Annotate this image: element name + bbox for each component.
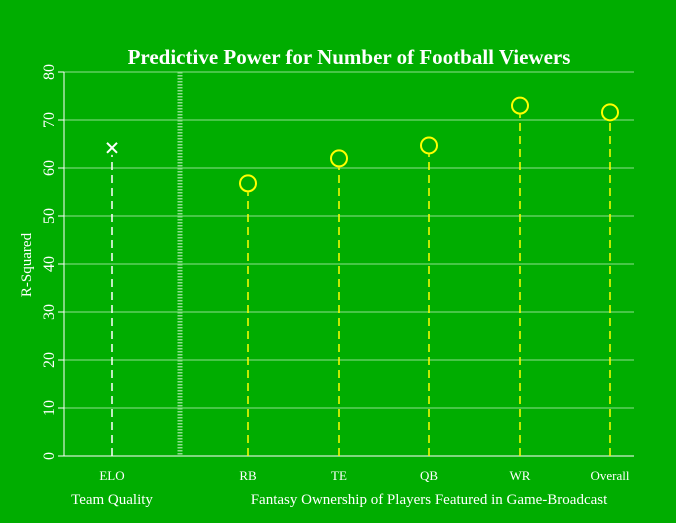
- x-tick-label-rb: RB: [239, 468, 257, 483]
- y-tick-label-20: 20: [41, 352, 58, 368]
- y-tick-label-40: 40: [41, 256, 58, 272]
- y-tick-label-50: 50: [41, 208, 58, 224]
- point-qb: [420, 136, 438, 155]
- point-elo: [106, 142, 118, 154]
- data-marks: [106, 96, 619, 456]
- x-tick-label-elo: ELO: [99, 468, 124, 483]
- point-overall: [601, 103, 619, 122]
- y-tick-label-70: 70: [41, 112, 58, 128]
- y-tick-label-10: 10: [41, 400, 58, 416]
- y-tick-label-60: 60: [41, 160, 58, 176]
- y-axis: 0 10 20 30 40 50 60 70 80: [41, 64, 634, 460]
- point-rb: [239, 174, 257, 193]
- y-tick-label-30: 30: [41, 304, 58, 320]
- group-label-2: Fantasy Ownership of Players Featured in…: [251, 492, 608, 508]
- x-tick-label-qb: QB: [420, 468, 438, 483]
- x-tick-label-overall: Overall: [591, 468, 630, 483]
- group-label-1: Team Quality: [71, 492, 153, 508]
- y-tick-label-0: 0: [41, 452, 58, 460]
- y-tick-label-80: 80: [41, 64, 58, 80]
- x-tick-label-wr: WR: [510, 468, 531, 483]
- grid-lines: [64, 71, 634, 409]
- x-tick-label-te: TE: [331, 468, 347, 483]
- point-te: [330, 149, 348, 168]
- chart-title: Predictive Power for Number of Football …: [128, 45, 571, 69]
- x-axis-labels: ELO RB TE QB WR Overall: [99, 468, 630, 483]
- point-wr: [511, 96, 529, 115]
- y-axis-label: R-Squared: [19, 232, 35, 297]
- group-labels: Team Quality Fantasy Ownership of Players…: [71, 492, 608, 508]
